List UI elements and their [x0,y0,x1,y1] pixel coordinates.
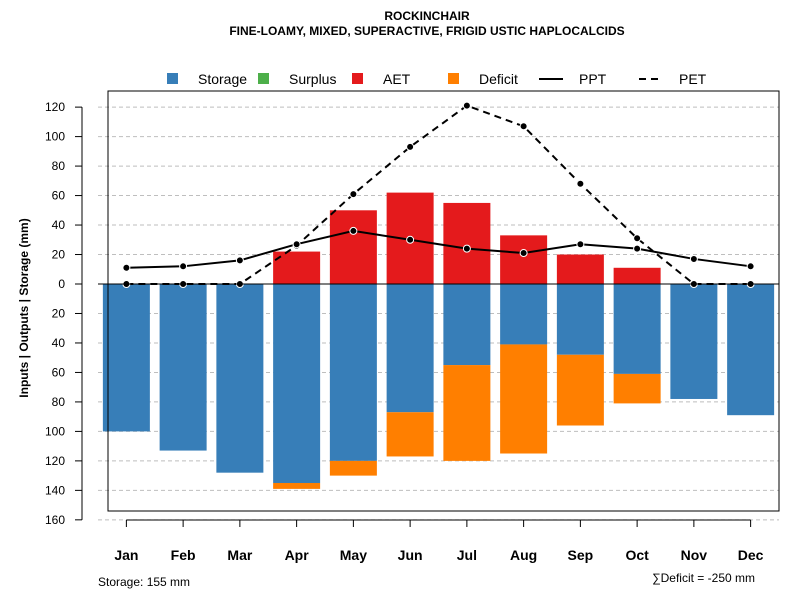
aet-bar-jul [443,202,491,284]
storage-annotation: Storage: 155 mm [98,575,190,589]
ppt-point-nov [689,254,698,263]
pet-line [126,104,751,285]
y-tick-label-0: 0 [58,277,65,291]
x-tick-label-mar: Mar [227,547,252,563]
x-tick-label-apr: Apr [285,547,310,563]
deficit-bar-aug [500,344,548,454]
storage-bar-jan [102,284,150,432]
ppt-point-jan [122,263,131,272]
storage-bar-aug [500,284,548,345]
deficit-bar-may [329,460,377,476]
pet-point-may [349,190,358,199]
deficit-bar-jun [386,412,434,457]
y-tick-label-60: 60 [52,365,66,379]
y-tick-label-40: 40 [52,218,66,232]
plot-border [107,90,780,512]
deficit-bar-jul [443,365,491,461]
storage-bar-may [329,284,377,461]
x-tick-label-may: May [340,547,367,563]
pet-point-jun [406,142,415,151]
storage-bar-oct [613,284,661,374]
y-tick-label-140: 140 [45,483,65,497]
ppt-point-may [349,226,358,235]
lines [122,101,755,288]
aet-bar-aug [500,235,548,284]
y-tick-label-20: 20 [52,248,66,262]
y-tick-label-120: 120 [45,100,65,114]
y-tick-label-160: 160 [45,513,65,527]
y-tick-label-40: 40 [52,336,66,350]
storage-bar-mar [216,284,264,473]
ppt-point-dec [746,262,755,271]
ppt-point-mar [235,256,244,265]
legend-label-surplus: Surplus [289,71,336,87]
ppt-point-jun [406,235,415,244]
legend-label-ppt: PPT [579,71,607,87]
chart-subtitle: FINE-LOAMY, MIXED, SUPERACTIVE, FRIGID U… [229,24,624,38]
ppt-line [126,229,751,269]
deficit-annotation: ∑Deficit = -250 mm [652,571,755,585]
y-tick-label-60: 60 [52,189,66,203]
pet-point-sep [576,179,585,188]
ppt-point-feb [179,262,188,271]
deficit-bar-oct [613,373,661,404]
ppt-point-aug [519,249,528,258]
legend-swatch-surplus [258,73,269,84]
y-axis-label: Inputs | Outputs | Storage (mm) [17,218,31,397]
legend-swatch-aet [352,73,363,84]
legend-label-deficit: Deficit [479,71,518,87]
pet-point-jul [462,101,471,110]
legend-label-aet: AET [383,71,411,87]
y-tick-label-80: 80 [52,395,66,409]
legend-swatch-storage [167,73,178,84]
x-tick-label-sep: Sep [568,547,594,563]
storage-bar-nov [670,284,718,399]
aet-bar-sep [556,254,604,284]
storage-bar-feb [159,284,207,451]
ppt-point-oct [633,244,642,253]
legend-swatch-deficit [448,73,459,84]
storage-bar-sep [556,284,604,355]
legend-label-storage: Storage [198,71,247,87]
legend-label-pet: PET [679,71,707,87]
storage-bar-jul [443,284,491,366]
aet-bar-oct [613,267,661,284]
storage-bar-apr [273,284,321,483]
x-tick-label-feb: Feb [171,547,196,563]
pet-point-aug [519,122,528,131]
storage-bar-jun [386,284,434,413]
y-tick-label-100: 100 [45,130,65,144]
x-tick-label-nov: Nov [681,547,708,563]
deficit-bar-apr [273,482,321,489]
x-tick-label-aug: Aug [510,547,537,563]
deficit-bar-sep [556,354,604,426]
axes: 120 100 80 60 40 20 0 20 40 60 80 100 120 140 160 Jan Fe… [45,90,780,563]
y-tick-label-100: 100 [45,424,65,438]
y-tick-label-20: 20 [52,306,66,320]
x-tick-label-jun: Jun [398,547,423,563]
legend: Storage Surplus AET Deficit PPT PET [167,71,707,87]
x-tick-label-jul: Jul [457,547,477,563]
ppt-point-apr [292,240,301,249]
aet-bar-may [329,210,377,284]
bars [102,192,775,489]
x-tick-label-oct: Oct [625,547,649,563]
storage-bar-dec [727,284,775,416]
pet-point-oct [633,234,642,243]
x-tick-label-jan: Jan [114,547,138,563]
y-tick-label-120: 120 [45,454,65,468]
x-tick-label-dec: Dec [738,547,764,563]
y-tick-label-80: 80 [52,159,66,173]
chart-title: ROCKINCHAIR [384,9,470,23]
ppt-point-jul [462,244,471,253]
ppt-point-sep [576,240,585,249]
